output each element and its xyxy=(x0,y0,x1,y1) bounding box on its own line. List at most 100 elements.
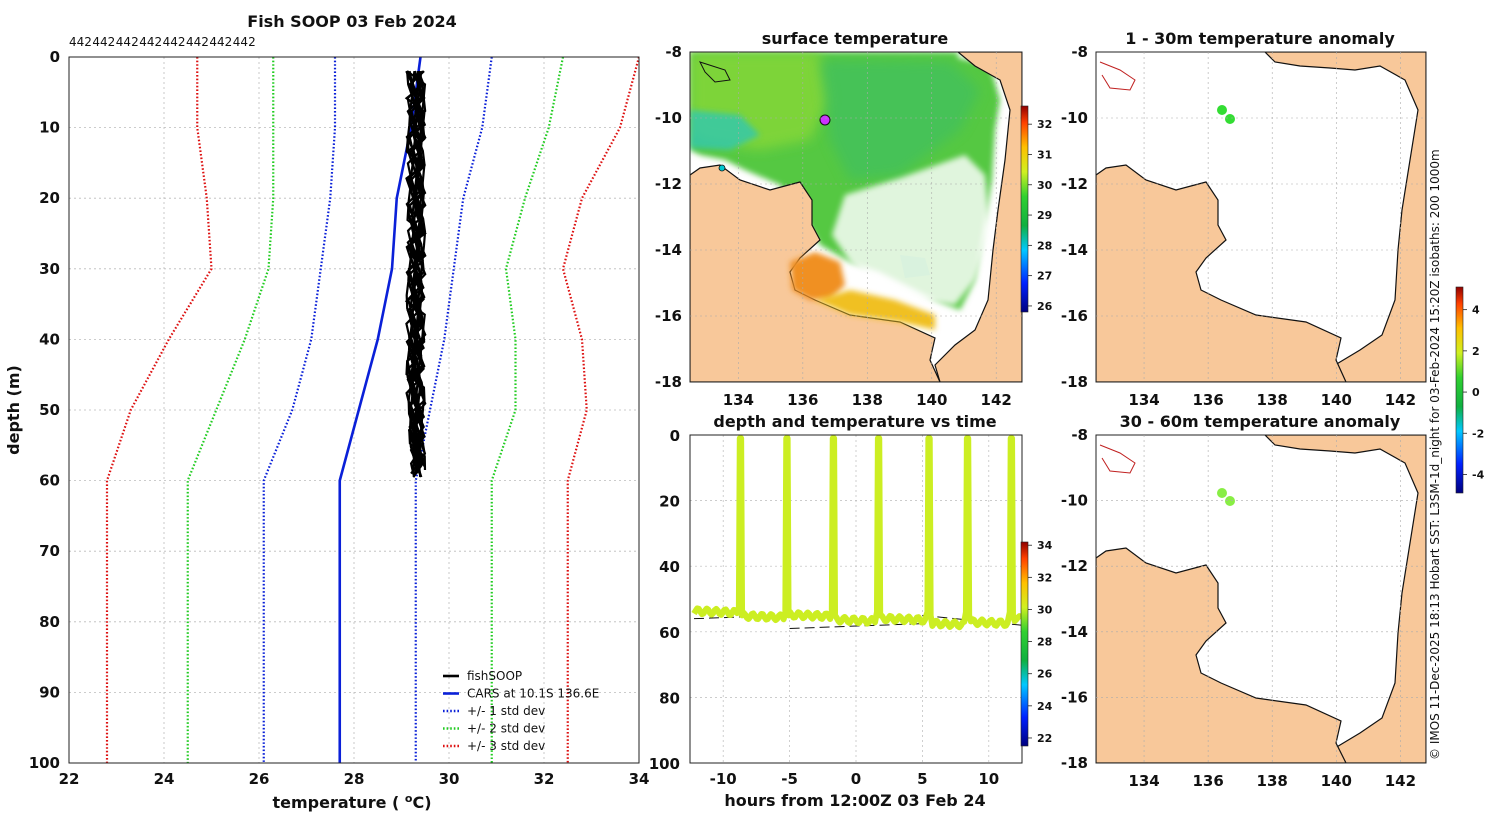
colorbar-tick-label: 28 xyxy=(1037,239,1052,252)
sst-hot-patch xyxy=(790,252,845,300)
time-x-tick-label: -5 xyxy=(781,770,798,788)
colorbar-tick-label: 32 xyxy=(1037,118,1052,131)
y-tick-label: 20 xyxy=(39,189,60,207)
legend-label: +/- 2 std dev xyxy=(467,722,545,736)
degree-superscript: o xyxy=(405,792,413,805)
time-y-tick-label: 100 xyxy=(649,755,680,773)
profile-panel: Fish SOOP 03 Feb 2024 442 442 442 442 442 442… xyxy=(4,12,649,812)
profile-lines xyxy=(105,57,639,763)
map-x-tick-label: 140 xyxy=(916,391,947,409)
profile-legend: fishSOOP CARS at 10.1S 136.6E +/- 1 std de… xyxy=(443,669,599,753)
station-marker xyxy=(819,114,831,126)
profile-id-label: 442 xyxy=(163,35,186,49)
surface-temp-title: surface temperature xyxy=(762,29,949,48)
map-x-tick-label: 136 xyxy=(1192,772,1223,790)
colorbar-tick-label: 32 xyxy=(1037,571,1052,584)
depth-temperature-trace xyxy=(691,435,1022,631)
time-trace xyxy=(691,435,1022,631)
map-y-tick-label: -18 xyxy=(1061,373,1088,391)
time-title: depth and temperature vs time xyxy=(713,412,996,431)
surface-temp-colorbar xyxy=(1020,105,1029,313)
anomaly-deep-frame xyxy=(1095,434,1427,764)
profile-id-label: 442 xyxy=(69,35,92,49)
map-y-tick-label: -16 xyxy=(1061,688,1088,706)
surface-temp-ticks: 134 136 138 140 142 -8 -10 -12 -14 -16 -18 xyxy=(655,43,1022,409)
time-x-tick-label: 10 xyxy=(978,770,999,788)
coast-red-d xyxy=(1099,61,1136,91)
colorbar-tick-label: 28 xyxy=(1037,636,1052,649)
fishsoop-cast-line xyxy=(405,70,426,478)
colorbar-tick-label: 4 xyxy=(1472,304,1480,317)
profile-id-label: 442 xyxy=(186,35,209,49)
profile-y-ticks: 0 10 20 30 40 50 60 70 80 90 100 xyxy=(29,48,60,772)
profile-id-label: 442 xyxy=(116,35,139,49)
anomaly-colorbar-ticks: 4 2 0 -2 -4 xyxy=(1463,304,1485,481)
land-arnhem-e xyxy=(1096,547,1347,763)
land-cape-york-d xyxy=(1264,52,1426,382)
map-y-tick-label: -10 xyxy=(655,109,682,127)
profile-id-label: 442 xyxy=(233,35,256,49)
y-tick-label: 60 xyxy=(39,472,60,490)
map-y-tick-label: -12 xyxy=(1061,557,1088,575)
anomaly-point-b xyxy=(1225,114,1235,124)
colorbar-tick-label: 31 xyxy=(1037,148,1052,161)
anomaly-colorbar xyxy=(1455,286,1464,494)
colorbar-tick-label: 26 xyxy=(1037,300,1053,313)
y-tick-label: 90 xyxy=(39,683,60,701)
time-y-tick-label: 20 xyxy=(659,493,680,511)
map-y-tick-label: -14 xyxy=(1061,623,1088,641)
map-x-tick-label: 142 xyxy=(1385,772,1416,790)
anomaly-point-d xyxy=(1225,496,1235,506)
colorbar-tick-label: 2 xyxy=(1472,345,1480,358)
legend-label: fishSOOP xyxy=(467,669,522,683)
colorbar-tick-label: 27 xyxy=(1037,270,1052,283)
x-tick-label: 22 xyxy=(59,770,80,788)
map-y-tick-label: -12 xyxy=(655,175,682,193)
std3-high-line xyxy=(561,57,639,763)
std2-low-line xyxy=(186,57,275,763)
colorbar-tick-label: 30 xyxy=(1037,179,1053,192)
land-cape-york xyxy=(934,52,1022,382)
map-y-tick-label: -12 xyxy=(1061,175,1088,193)
anomaly-deep-map xyxy=(1096,435,1426,763)
legend-label: +/- 1 std dev xyxy=(467,704,545,718)
sst-warm-coast xyxy=(815,290,935,330)
time-x-ticks: -10 -5 0 5 10 xyxy=(710,770,1000,788)
credit-text: © IMOS 11-Dec-2025 18:13 Hobart SST: L3S… xyxy=(1428,149,1442,760)
surface-temp-panel: surface temperature 134 136 138 140 142 -8 -10… xyxy=(655,29,1053,409)
map-x-tick-label: 142 xyxy=(1385,391,1416,409)
map-x-tick-label: 134 xyxy=(1128,391,1159,409)
colorbar-tick-label: 24 xyxy=(1037,700,1053,713)
anomaly-point-c xyxy=(1217,488,1227,498)
time-y-ticks: 0 20 40 60 80 100 xyxy=(649,427,680,773)
y-tick-label: 100 xyxy=(29,754,60,772)
map-x-tick-label: 138 xyxy=(852,391,883,409)
coast-detail xyxy=(699,61,731,83)
y-tick-label: 50 xyxy=(39,401,60,419)
colorbar-tick-label: 22 xyxy=(1037,732,1052,745)
map-x-tick-label: 136 xyxy=(1192,391,1223,409)
map-y-tick-label: -18 xyxy=(655,373,682,391)
time-x-tick-label: -10 xyxy=(710,770,737,788)
time-y-tick-label: 60 xyxy=(659,624,680,642)
colorbar-tick-label: -2 xyxy=(1472,427,1484,440)
map-y-tick-label: -8 xyxy=(1071,426,1088,444)
time-colorbar xyxy=(1020,541,1029,747)
anomaly-point-a xyxy=(1217,105,1227,115)
map-y-tick-label: -10 xyxy=(1061,492,1088,510)
profile-id-label: 442 xyxy=(139,35,162,49)
map-y-tick-label: -10 xyxy=(1061,109,1088,127)
land-cape-york-e xyxy=(1264,435,1426,763)
anomaly-deep-ticks: 134 136 138 140 142 -8 -10 -12 -14 -16 -18 xyxy=(1061,426,1426,790)
anomaly-shallow-frame xyxy=(1095,51,1427,383)
x-tick-label: 30 xyxy=(439,770,460,788)
time-x-label: hours from 12:00Z 03 Feb 24 xyxy=(724,791,985,810)
colorbar-tick-label: -4 xyxy=(1472,468,1485,481)
profile-axes-frame xyxy=(68,56,640,764)
colorbar-tick-label: 29 xyxy=(1037,209,1052,222)
y-tick-label: 0 xyxy=(50,48,60,66)
fishsoop-cast-line xyxy=(405,71,426,471)
island-marker xyxy=(718,164,726,172)
anomaly-shallow-panel: 1 - 30m temperature anomaly 134 136 138 140… xyxy=(1061,29,1427,409)
